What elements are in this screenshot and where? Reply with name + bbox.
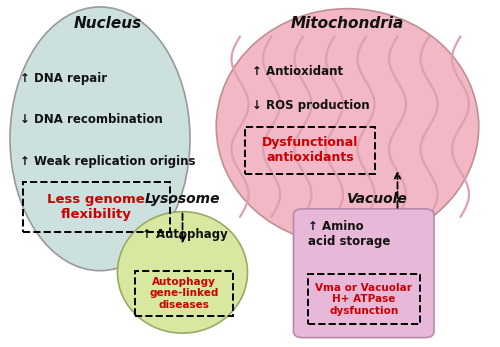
Text: Vacuole: Vacuole xyxy=(347,193,408,206)
Text: ↑ Weak replication origins: ↑ Weak replication origins xyxy=(20,155,196,168)
Text: Dysfunctional
antioxidants: Dysfunctional antioxidants xyxy=(262,136,358,164)
Text: Vma or Vacuolar
H+ ATPase
dysfunction: Vma or Vacuolar H+ ATPase dysfunction xyxy=(316,283,412,316)
Ellipse shape xyxy=(118,212,248,333)
Text: Mitochondria: Mitochondria xyxy=(291,16,404,31)
Ellipse shape xyxy=(10,7,190,271)
Text: ↑ Antioxidant: ↑ Antioxidant xyxy=(252,65,344,78)
Ellipse shape xyxy=(216,9,479,245)
Text: Lysosome: Lysosome xyxy=(145,193,220,206)
Text: ↑ Amino
acid storage: ↑ Amino acid storage xyxy=(308,220,390,248)
Text: Nucleus: Nucleus xyxy=(74,16,142,31)
Text: ↓ ROS production: ↓ ROS production xyxy=(252,99,370,112)
Text: Autophagy
gene-linked
diseases: Autophagy gene-linked diseases xyxy=(149,277,218,310)
Text: ↑ DNA repair: ↑ DNA repair xyxy=(20,71,107,85)
FancyBboxPatch shape xyxy=(294,209,434,338)
Text: Less genome
flexibility: Less genome flexibility xyxy=(48,193,145,221)
Text: ↑ Autophagy: ↑ Autophagy xyxy=(142,228,228,241)
Text: ↓ DNA recombination: ↓ DNA recombination xyxy=(20,113,163,126)
